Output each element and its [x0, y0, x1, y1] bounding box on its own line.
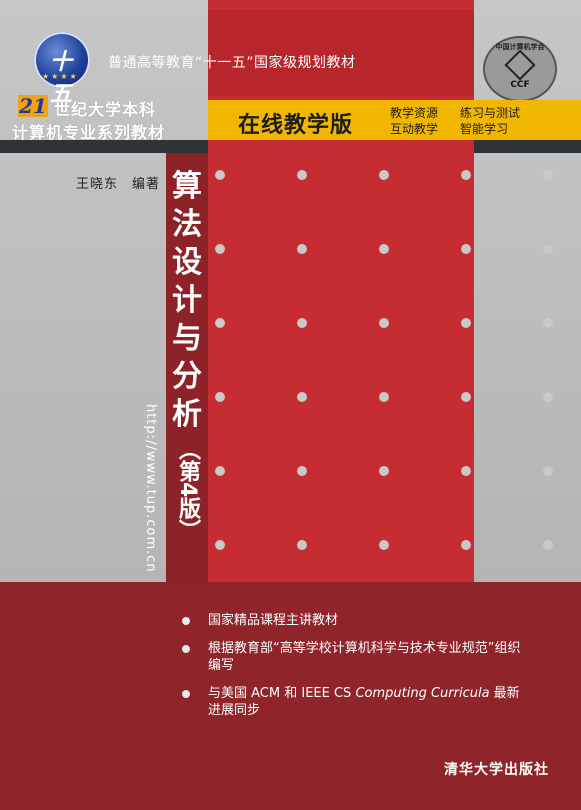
decorative-dot	[379, 318, 389, 328]
ccf-acronym: CCF	[510, 80, 530, 90]
book-title: 算 法 设 计 与 分 析 （第4版）	[169, 168, 205, 541]
decorative-dot	[461, 318, 471, 328]
book-title-char: 与	[172, 321, 202, 356]
book-title-char: 析	[172, 397, 202, 432]
decorative-dot	[379, 392, 389, 402]
publisher-url: http://www.tup.com.cn	[143, 404, 158, 573]
decorative-dot	[215, 540, 225, 550]
decorative-dot	[543, 392, 553, 402]
feature-label: 智能学习	[460, 122, 509, 136]
ccf-logo-icon: 中国计算机学会 CCF	[483, 36, 557, 102]
feature-bullets: 国家精品课程主讲教材 根据教育部“高等学校计算机科学与技术专业规范”组织编写 与…	[182, 612, 522, 730]
series-name-line2: 计算机专业系列教材	[12, 123, 166, 142]
edition-label: （第4版）	[175, 438, 200, 542]
five-year-plan-logo-icon: 十五 ★★★★	[34, 32, 90, 107]
ccf-ring-text: 中国计算机学会	[495, 43, 545, 51]
online-edition-title: 在线教学版	[238, 113, 354, 138]
decorative-dot	[379, 540, 389, 550]
decorative-dot	[543, 318, 553, 328]
book-title-char: 算	[172, 169, 202, 204]
dark-strip-right	[474, 140, 581, 153]
book-title-char: 分	[172, 359, 202, 394]
decorative-dot	[461, 170, 471, 180]
decorative-dot	[215, 466, 225, 476]
decorative-dot	[543, 466, 553, 476]
decorative-dot	[461, 244, 471, 254]
decorative-dot	[543, 244, 553, 254]
bullet-item: 根据教育部“高等学校计算机科学与技术专业规范”组织编写	[182, 640, 522, 674]
decorative-dot	[379, 170, 389, 180]
decorative-dot	[461, 466, 471, 476]
ccf-diamond-icon	[504, 49, 536, 81]
decorative-dot	[379, 244, 389, 254]
decorative-dot	[379, 466, 389, 476]
cover-bottom-panel	[0, 582, 581, 810]
feature-label: 互动教学	[390, 122, 439, 136]
decorative-dot	[297, 392, 307, 402]
author-name: 王晓东 编著	[76, 177, 161, 192]
decorative-dot	[543, 170, 553, 180]
decorative-dot	[461, 540, 471, 550]
national-textbook-tagline: 普通高等教育“十一五”国家级规划教材	[108, 55, 356, 71]
logo-text: 十五	[50, 49, 73, 107]
title-band	[166, 153, 208, 582]
decorative-dot	[297, 244, 307, 254]
bullet-item: 国家精品课程主讲教材	[182, 612, 522, 629]
decorative-dot	[215, 392, 225, 402]
decorative-dot	[297, 318, 307, 328]
decorative-dot	[215, 170, 225, 180]
decorative-dot	[297, 466, 307, 476]
publisher-name: 清华大学出版社	[444, 762, 549, 778]
book-title-char: 计	[172, 283, 202, 318]
series-number-badge: 21	[18, 94, 48, 118]
feature-label: 练习与测试	[460, 106, 521, 120]
online-edition-band: 在线教学版 教学资源 练习与测试 互动教学 智能学习	[208, 100, 581, 140]
decorative-dot	[215, 244, 225, 254]
decorative-dot	[297, 170, 307, 180]
bullet-item: 与美国 ACM 和 IEEE CS Computing Curricula 最新…	[182, 685, 522, 719]
cover-top-band	[208, 10, 474, 96]
feature-label: 教学资源	[390, 106, 439, 120]
dark-strip-left	[0, 140, 208, 153]
book-title-char: 法	[172, 207, 202, 242]
stars-icon: ★★★★	[42, 72, 79, 81]
decorative-dot	[543, 540, 553, 550]
decorative-dot	[297, 540, 307, 550]
decorative-dot	[215, 318, 225, 328]
book-title-char: 设	[172, 245, 202, 280]
series-name-line1: 世纪大学本科	[54, 100, 157, 119]
decorative-dot	[461, 392, 471, 402]
cover-red-center-panel	[208, 0, 474, 582]
